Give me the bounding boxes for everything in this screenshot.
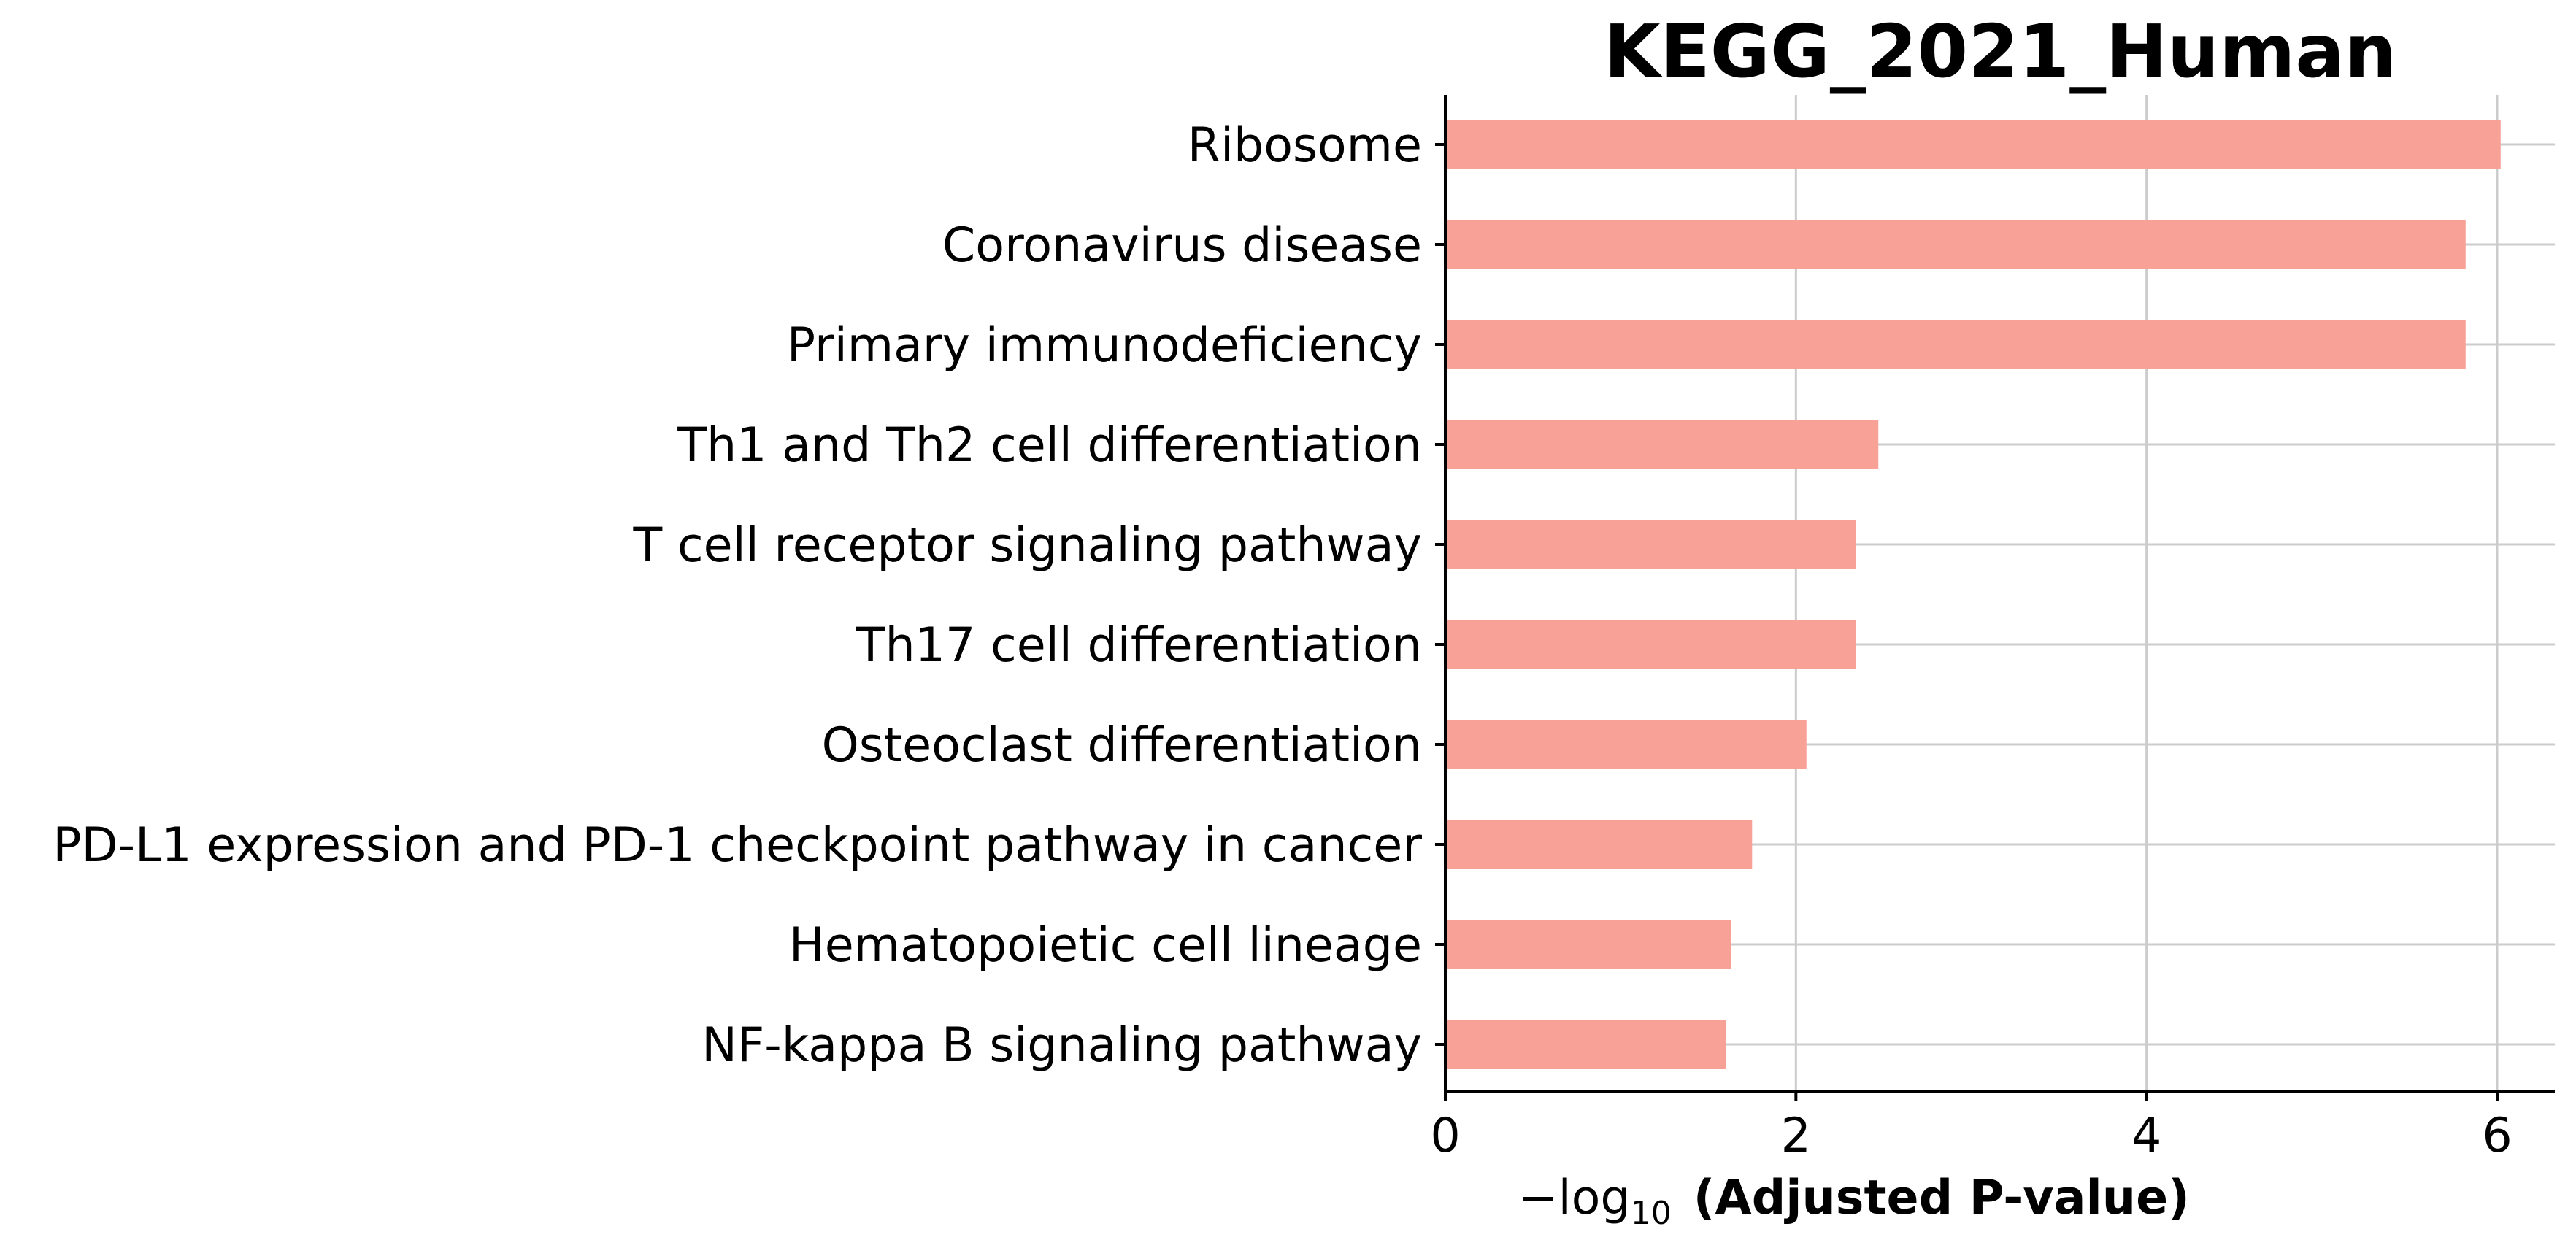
bar — [1445, 220, 2466, 269]
category-label: Osteoclast differentiation — [822, 718, 1422, 773]
bar — [1445, 520, 1856, 569]
bar — [1445, 720, 1807, 769]
category-label: Hematopoietic cell lineage — [789, 918, 1422, 973]
x-axis-label: −log10 (Adjusted P-value) — [1518, 1171, 2190, 1232]
bar — [1445, 820, 1753, 869]
category-label: Primary immunodeficiency — [787, 318, 1422, 373]
category-label: T cell receptor signaling pathway — [633, 518, 1422, 573]
axes — [1435, 95, 2555, 1093]
category-labels: Ribosome Coronavirus disease Primary immun… — [53, 118, 1422, 1073]
category-label: PD-L1 expression and PD-1 checkpoint pat… — [53, 818, 1422, 873]
category-label: Th17 cell differentiation — [856, 618, 1422, 673]
bars — [1445, 120, 2501, 1069]
x-tick-label: 0 — [1430, 1109, 1460, 1163]
bar — [1445, 1020, 1726, 1069]
x-tick-label: 4 — [2131, 1109, 2161, 1163]
bar — [1445, 420, 1879, 469]
bar — [1445, 320, 2466, 369]
chart-title: KEGG_2021_Human — [1604, 9, 2396, 94]
category-label: NF-kappa B signaling pathway — [701, 1018, 1422, 1073]
category-label: Th1 and Th2 cell differentiation — [677, 418, 1422, 473]
x-tick-label: 6 — [2482, 1109, 2512, 1163]
x-axis-label-subscript: 10 — [1631, 1195, 1672, 1232]
bar — [1445, 120, 2501, 169]
x-ticks: 0 2 4 6 — [1430, 1091, 2512, 1163]
x-axis-label-suffix: (Adjusted P-value) — [1693, 1171, 2190, 1225]
bar — [1445, 620, 1856, 669]
x-axis-label-prefix: −log — [1518, 1171, 1631, 1225]
x-tick-label: 2 — [1781, 1109, 1811, 1163]
category-label: Ribosome — [1188, 118, 1422, 173]
category-label: Coronavirus disease — [942, 218, 1422, 273]
bar — [1445, 920, 1731, 969]
